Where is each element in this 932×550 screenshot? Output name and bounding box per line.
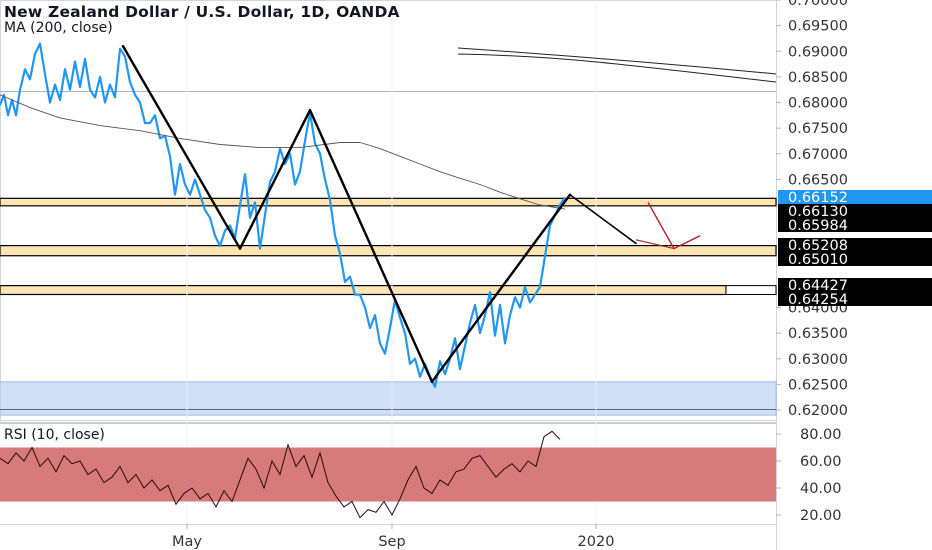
trendline-2[interactable]: [238, 108, 312, 250]
time-tick-2020[interactable]: 2020: [578, 534, 615, 550]
price-label-0-66130: 0.66130: [778, 204, 932, 220]
price-label-0-64427: 0.64427: [778, 278, 932, 294]
long-trendline-1[interactable]: [457, 47, 777, 75]
price-label-text: 0.66152: [788, 190, 848, 206]
rsi-band: [0, 447, 776, 502]
rsi-legend[interactable]: RSI (10, close): [4, 427, 105, 443]
trendline-5[interactable]: [569, 193, 637, 245]
price-tick-label: 0.66500: [788, 172, 848, 188]
rsi-tick-label: 20.00: [800, 508, 842, 524]
price-tick-label: 0.67000: [788, 147, 848, 163]
price-label-bg: [778, 252, 932, 266]
price-label-text: 0.65010: [788, 252, 848, 268]
trendline-1[interactable]: [121, 44, 242, 250]
projection-path[interactable]: [647, 202, 701, 250]
sr-zone-middle[interactable]: [0, 244, 777, 257]
rsi-tick-label: 40.00: [800, 481, 842, 497]
price-tick-label: 0.68000: [788, 96, 848, 112]
demand-zone[interactable]: [0, 381, 777, 416]
price-label-0-65984: 0.65984: [778, 218, 932, 234]
price-tick-label: 0.70000: [788, 0, 848, 9]
rsi-tick-label: 60.00: [800, 454, 842, 470]
price-label-text: 0.66130: [788, 204, 848, 220]
price-label-text: 0.65208: [788, 238, 848, 254]
price-axis[interactable]: 0.70000 0.69500 0.69000 0.68500 0.68000 0.675…: [776, 0, 848, 419]
grid-layer: [186, 0, 597, 524]
price-label-text: 0.64427: [788, 278, 848, 294]
price-tick-label: 0.62000: [788, 403, 848, 419]
long-trendline-2[interactable]: [457, 53, 777, 83]
ma-legend[interactable]: MA (200, close): [4, 20, 113, 36]
rsi-line[interactable]: [0, 430, 561, 519]
rsi-band-layer: [0, 447, 776, 502]
rsi-axis[interactable]: 80.00 60.00 40.00 20.00: [776, 427, 842, 524]
price-tick-label: 0.69500: [788, 19, 848, 35]
price-label-bg: [778, 278, 932, 292]
price-label-bg: [778, 238, 932, 252]
price-tick-label: 0.63000: [788, 352, 848, 368]
time-axis[interactable]: May Sep 2020: [172, 524, 614, 550]
time-tick-sep[interactable]: Sep: [378, 534, 405, 550]
price-label-bg: [778, 292, 932, 306]
price-label-bg: [778, 190, 932, 204]
trendline-4[interactable]: [430, 193, 572, 384]
ma200-line[interactable]: [0, 94, 566, 210]
price-label-text: 0.64254: [788, 292, 848, 308]
chart-title: New Zealand Dollar / U.S. Dollar, 1D, OA…: [4, 3, 400, 21]
projection-path-left[interactable]: [635, 239, 675, 250]
trendline-3[interactable]: [308, 108, 434, 384]
sr-zone-lower-extension: [725, 285, 777, 295]
price-tick-label: 0.63500: [788, 326, 848, 342]
time-tick-may[interactable]: May: [172, 534, 202, 550]
price-tick-label: 0.62500: [788, 377, 848, 393]
sr-zone-upper[interactable]: [0, 197, 777, 207]
price-tick-label: 0.69000: [788, 44, 848, 60]
rsi-tick-label: 80.00: [800, 427, 842, 443]
price-label-0-66152: 0.66152: [778, 190, 932, 206]
series-layer: [0, 42, 566, 519]
price-label-bg: [778, 204, 932, 218]
price-line[interactable]: [0, 42, 566, 388]
drawings-layer[interactable]: [121, 44, 777, 384]
price-tick-label: 0.68500: [788, 70, 848, 86]
price-label-0-65010: 0.65010: [778, 252, 932, 268]
price-label-bg: [778, 218, 932, 232]
price-label-0-65208: 0.65208: [778, 238, 932, 254]
price-tick-label: 0.67500: [788, 121, 848, 137]
price-label-text: 0.65984: [788, 218, 848, 234]
sr-zone-lower[interactable]: [0, 285, 727, 296]
zones-layer: [0, 197, 777, 416]
price-label-0-64254: 0.64254: [778, 292, 932, 308]
